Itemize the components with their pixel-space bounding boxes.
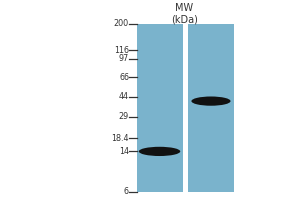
Text: 200: 200 bbox=[114, 20, 129, 28]
Text: 18.4: 18.4 bbox=[112, 134, 129, 143]
Bar bbox=[136, 24, 182, 192]
Text: 116: 116 bbox=[114, 46, 129, 55]
Text: 44: 44 bbox=[119, 92, 129, 101]
Text: 29: 29 bbox=[119, 112, 129, 121]
Text: MW: MW bbox=[176, 3, 194, 13]
Bar bbox=[188, 24, 234, 192]
Text: 97: 97 bbox=[119, 54, 129, 63]
Text: (kDa): (kDa) bbox=[171, 15, 198, 25]
Text: 66: 66 bbox=[119, 73, 129, 82]
Ellipse shape bbox=[139, 147, 180, 156]
Text: 14: 14 bbox=[119, 147, 129, 156]
Ellipse shape bbox=[191, 96, 230, 106]
Text: 6: 6 bbox=[124, 188, 129, 196]
